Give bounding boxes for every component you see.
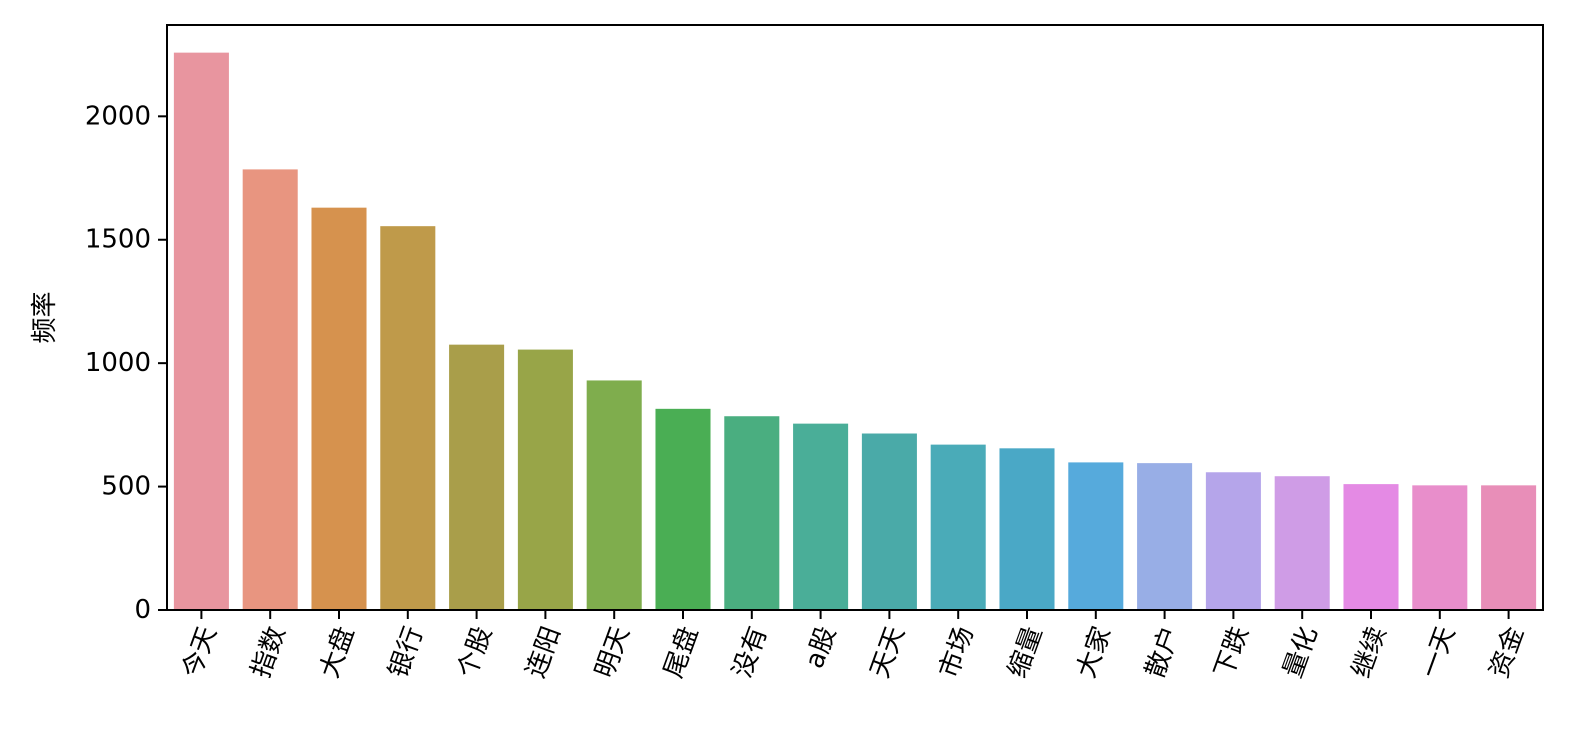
- y-tick-label: 0: [134, 595, 151, 625]
- bar-8: [724, 416, 780, 610]
- bar-13: [1068, 462, 1124, 610]
- x-tick-label: 天天: [865, 623, 911, 682]
- bar-14: [1137, 463, 1193, 610]
- x-tick-label: 没有: [727, 623, 773, 682]
- x-tick-label: 下跌: [1209, 623, 1255, 682]
- bar-18: [1412, 485, 1468, 610]
- x-tick-label: a股: [800, 623, 843, 673]
- bar-0: [173, 52, 229, 610]
- x-tick-label: 量化: [1278, 623, 1324, 682]
- y-tick-label: 1000: [85, 348, 151, 378]
- bar-2: [311, 207, 367, 610]
- x-tick-label: 明天: [590, 623, 636, 682]
- bars-group: [173, 52, 1537, 610]
- x-tick-label: 资金: [1484, 623, 1530, 682]
- x-tick-label: 银行: [383, 623, 429, 682]
- bar-9: [793, 423, 849, 610]
- x-tick-label: 市场: [934, 623, 980, 682]
- x-axis-ticks: 今天 指数 大盘 银行 个股 连阳 明天 尾盘 没有 a股 天天 市场 缩量 大家 散户 下跌 量化 继续 一天 资金: [177, 610, 1530, 682]
- x-tick-label: 散户: [1140, 623, 1186, 682]
- bar-3: [380, 226, 436, 610]
- bar-1: [242, 169, 298, 610]
- x-tick-label: 大家: [1071, 623, 1117, 682]
- y-axis-ticks: 0 500 1000 1500 2000: [85, 101, 167, 625]
- y-axis-title: 频率: [30, 291, 60, 343]
- bar-12: [999, 448, 1055, 610]
- bar-16: [1274, 476, 1330, 610]
- x-tick-label: 一天: [1415, 623, 1461, 682]
- x-tick-label: 个股: [452, 623, 498, 682]
- bar-5: [517, 349, 573, 610]
- bar-6: [586, 380, 642, 610]
- x-tick-label: 今天: [177, 623, 223, 682]
- y-tick-label: 500: [101, 472, 151, 502]
- y-tick-label: 1500: [85, 225, 151, 255]
- bar-19: [1481, 485, 1537, 610]
- plot-frame: [166, 24, 1544, 611]
- y-tick-label: 2000: [85, 101, 151, 131]
- x-tick-label: 尾盘: [659, 623, 705, 682]
- bar-11: [930, 444, 986, 610]
- bar-15: [1205, 472, 1261, 610]
- x-tick-label: 连阳: [521, 623, 567, 682]
- x-tick-label: 继续: [1347, 623, 1393, 682]
- x-tick-label: 大盘: [315, 623, 361, 682]
- bar-17: [1343, 484, 1399, 610]
- bar-10: [861, 433, 917, 610]
- bar-4: [449, 344, 505, 610]
- x-tick-label: 缩量: [1003, 623, 1049, 682]
- bar-7: [655, 408, 711, 610]
- x-tick-label: 指数: [246, 623, 292, 682]
